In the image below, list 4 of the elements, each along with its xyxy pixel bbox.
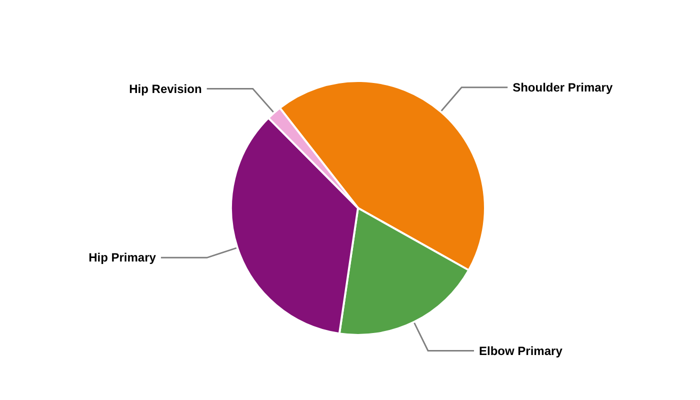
slice-label: Hip Revision xyxy=(129,82,202,96)
slice-label: Hip Primary xyxy=(88,250,156,265)
slice-label: Shoulder Primary xyxy=(512,80,613,94)
slice-label: Elbow Primary xyxy=(479,344,563,358)
